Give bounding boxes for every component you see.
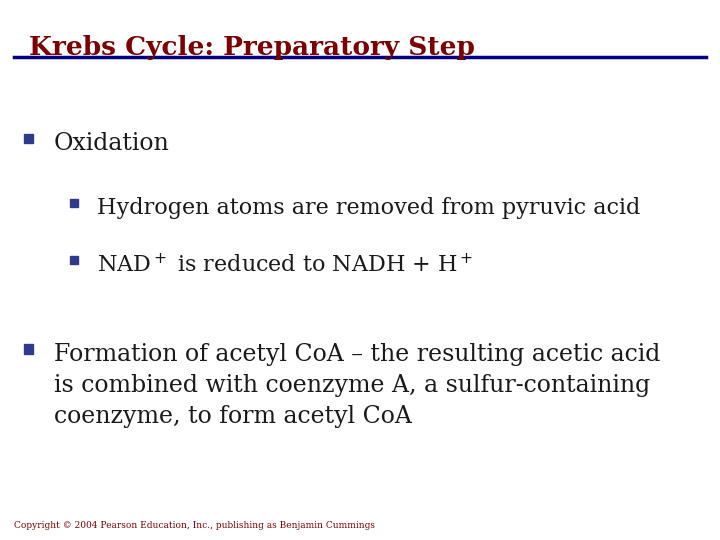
- Text: Krebs Cycle: Preparatory Step: Krebs Cycle: Preparatory Step: [29, 35, 474, 60]
- Text: Oxidation: Oxidation: [54, 132, 170, 156]
- Text: Hydrogen atoms are removed from pyruvic acid: Hydrogen atoms are removed from pyruvic …: [97, 197, 641, 219]
- Text: Copyright © 2004 Pearson Education, Inc., publishing as Benjamin Cummings: Copyright © 2004 Pearson Education, Inc.…: [14, 521, 375, 530]
- Text: NAD$^+$ is reduced to NADH + H$^+$: NAD$^+$ is reduced to NADH + H$^+$: [97, 254, 474, 277]
- Text: Formation of acetyl CoA – the resulting acetic acid
is combined with coenzyme A,: Formation of acetyl CoA – the resulting …: [54, 343, 660, 428]
